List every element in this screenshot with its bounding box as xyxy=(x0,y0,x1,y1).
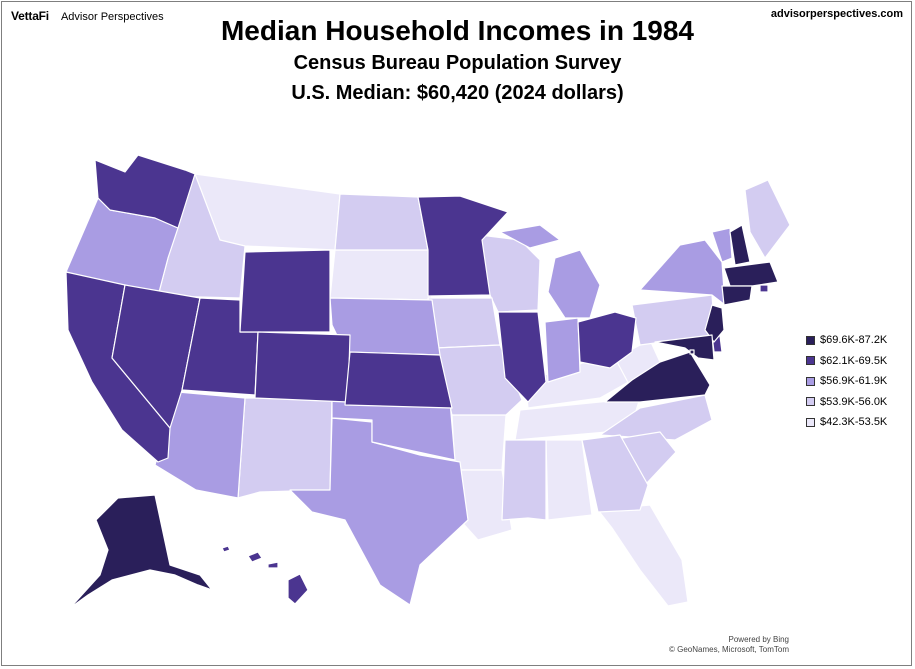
state-massachusetts[interactable] xyxy=(723,261,779,287)
state-georgia[interactable] xyxy=(581,434,649,513)
legend-item: $62.1K-69.5K xyxy=(806,351,887,372)
credits-attribution: © GeoNames, Microsoft, TomTom xyxy=(669,645,789,654)
state-maryland[interactable] xyxy=(654,334,715,361)
state-new-mexico[interactable] xyxy=(237,397,333,499)
state-mississippi[interactable] xyxy=(501,439,547,521)
legend-item: $53.9K-56.0K xyxy=(806,392,887,413)
legend-swatch xyxy=(806,417,815,427)
state-new-york[interactable] xyxy=(639,239,726,306)
state-new-hampshire[interactable] xyxy=(729,224,751,266)
state-hawaii[interactable] xyxy=(221,545,309,605)
state-virginia[interactable] xyxy=(604,351,711,403)
state-indiana[interactable] xyxy=(544,317,581,383)
map-subtitle-source: Census Bureau Population Survey xyxy=(293,52,622,74)
state-connecticut[interactable] xyxy=(721,285,753,306)
credits-powered-by: Powered by Bing xyxy=(728,635,789,644)
legend-swatch xyxy=(806,356,815,366)
state-north-dakota[interactable] xyxy=(334,193,429,251)
state-rhode-island[interactable] xyxy=(759,284,769,293)
state-washington[interactable] xyxy=(94,154,196,229)
state-minnesota[interactable] xyxy=(417,195,509,297)
legend-label: $56.9K-61.9K xyxy=(820,375,888,388)
state-iowa[interactable] xyxy=(427,297,501,349)
state-nevada[interactable] xyxy=(111,284,201,429)
legend-label: $42.3K-53.5K xyxy=(820,416,888,429)
map-credits: Powered by Bing © GeoNames, Microsoft, T… xyxy=(669,635,789,655)
state-vermont[interactable] xyxy=(711,227,733,263)
legend-label: $62.1K-69.5K xyxy=(820,354,888,367)
legend-label: $69.6K-87.2K xyxy=(820,334,888,347)
legend-swatch xyxy=(806,376,815,386)
legend-swatch xyxy=(806,397,815,407)
vettafi-logo: VettaFi xyxy=(11,9,49,23)
state-florida[interactable] xyxy=(597,504,689,607)
state-dc[interactable] xyxy=(689,349,695,355)
state-alaska[interactable] xyxy=(69,494,213,609)
legend-label: $53.9K-56.0K xyxy=(820,395,888,408)
title-block: Median Household Incomes in 1984 Census … xyxy=(0,14,915,108)
state-wyoming[interactable] xyxy=(239,249,331,333)
legend-item: $42.3K-53.5K xyxy=(806,412,887,433)
state-alabama[interactable] xyxy=(545,439,593,521)
map-title: Median Household Incomes in 1984 xyxy=(220,15,694,46)
legend-item: $56.9K-61.9K xyxy=(806,371,887,392)
legend: $69.6K-87.2K $62.1K-69.5K $56.9K-61.9K $… xyxy=(806,330,887,433)
legend-item: $69.6K-87.2K xyxy=(806,330,887,351)
state-illinois[interactable] xyxy=(497,311,547,403)
brand-name: Advisor Perspectives xyxy=(60,11,164,23)
state-kansas[interactable] xyxy=(344,351,453,409)
state-colorado[interactable] xyxy=(254,331,351,403)
map-subtitle-median: U.S. Median: $60,420 (2024 dollars) xyxy=(291,82,624,104)
legend-swatch xyxy=(806,335,815,345)
site-url: advisorperspectives.com xyxy=(770,8,903,20)
state-maine[interactable] xyxy=(744,179,791,259)
brand: VettaFi Advisor Perspectives xyxy=(11,9,164,23)
state-south-dakota[interactable] xyxy=(329,249,433,301)
state-ohio[interactable] xyxy=(577,311,637,369)
state-michigan[interactable] xyxy=(499,224,601,319)
state-new-jersey[interactable] xyxy=(704,304,725,343)
